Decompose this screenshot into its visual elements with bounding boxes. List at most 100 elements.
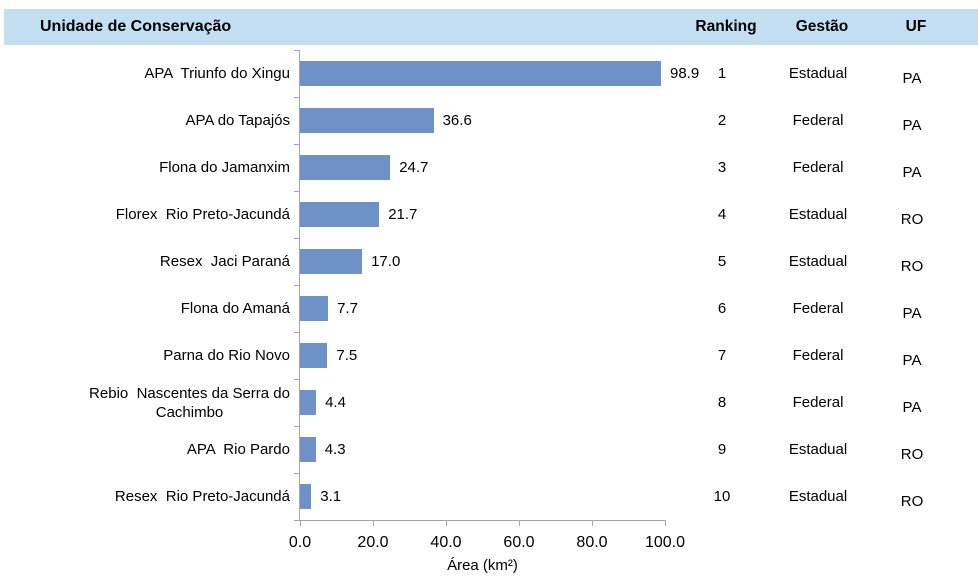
y-axis-tick (294, 426, 300, 427)
category-label: Resex Rio Preto-Jacundá (114, 488, 290, 505)
area-bar (300, 437, 316, 462)
x-axis-tick-label: 0.0 (288, 534, 312, 551)
gestao-value: Estadual (788, 441, 848, 458)
bar-value-label: 4.4 (325, 394, 346, 411)
y-axis-tick (294, 379, 300, 380)
uf-value: RO (900, 445, 924, 463)
bar-value-label: 7.7 (337, 300, 358, 317)
category-label: APA Triunfo do Xingu (144, 65, 290, 82)
area-bar (300, 155, 391, 180)
bar-value-label: 17.0 (371, 253, 401, 270)
column-header-unidade: Unidade de Conservação (40, 18, 232, 35)
y-axis-tick (294, 97, 300, 98)
table-row: Flona do Amaná 7.7 6 Federal PA (0, 285, 978, 332)
gestao-value: Federal (792, 112, 844, 129)
category-label: Flona do Jamanxim (159, 159, 290, 176)
category-label: Parna do Rio Novo (163, 347, 290, 364)
table-row: Florex Rio Preto-Jacundá 21.7 4 Estadual RO (0, 191, 978, 238)
table-row: Rebio Nascentes da Serra do Cachimbo 4.4 8… (0, 379, 978, 426)
table-row: Flona do Jamanxim 24.7 3 Federal PA (0, 144, 978, 191)
category-label: Resex Jaci Paraná (159, 253, 290, 270)
area-bar (300, 61, 661, 86)
ranking-value: 7 (717, 347, 727, 364)
x-axis-tick-label: 60.0 (503, 534, 535, 551)
bar-value-label: 24.7 (399, 159, 429, 176)
uf-value: RO (900, 492, 924, 510)
ranking-value: 10 (713, 488, 731, 505)
x-axis-tick-label: 100.0 (644, 534, 686, 551)
x-axis-tick (300, 520, 301, 526)
ranking-value: 6 (717, 300, 727, 317)
uf-value: PA (902, 163, 922, 181)
bar-value-label: 36.6 (442, 112, 472, 129)
bar-value-label: 21.7 (388, 206, 418, 223)
table-row: APA Triunfo do Xingu 98.9 1 Estadual PA (0, 50, 978, 97)
y-axis-tick (294, 144, 300, 145)
ranking-value: 5 (717, 253, 727, 270)
table-row: Resex Rio Preto-Jacundá 3.1 10 Estadual RO (0, 473, 978, 520)
x-axis-tick-label: 80.0 (576, 534, 608, 551)
y-axis-tick (294, 520, 300, 521)
column-header-gestao: Gestão (795, 18, 849, 35)
uf-value: RO (900, 257, 924, 275)
category-label: Florex Rio Preto-Jacundá (115, 206, 290, 223)
category-label: APA do Tapajós (185, 112, 290, 129)
x-axis-tick (519, 520, 520, 526)
x-axis-tick-label: 40.0 (430, 534, 462, 551)
y-axis-tick (294, 238, 300, 239)
bar-value-label: 98.9 (670, 65, 700, 82)
category-label: Rebio Nascentes da Serra do Cachimbo (89, 384, 290, 421)
area-bar (300, 343, 328, 368)
bar-value-label: 3.1 (320, 488, 342, 505)
x-axis-tick (446, 520, 447, 526)
area-bar (300, 296, 329, 321)
table-row: APA do Tapajós 36.6 2 Federal PA (0, 97, 978, 144)
gestao-value: Federal (792, 159, 844, 176)
y-axis-tick (294, 50, 300, 51)
uf-value: RO (900, 210, 924, 228)
gestao-value: Federal (792, 300, 844, 317)
table-header-band: Unidade de Conservação Ranking Gestão UF (4, 9, 978, 45)
gestao-value: Federal (792, 394, 844, 411)
uf-value: PA (902, 398, 922, 416)
column-header-uf: UF (905, 18, 927, 35)
table-row: Resex Jaci Paraná 17.0 5 Estadual RO (0, 238, 978, 285)
x-axis-tick (373, 520, 374, 526)
y-axis-tick (294, 332, 300, 333)
uf-value: PA (902, 116, 922, 134)
ranking-value: 3 (717, 159, 727, 176)
gestao-value: Estadual (788, 206, 848, 223)
area-bar (300, 249, 362, 274)
bar-value-label: 7.5 (336, 347, 358, 364)
area-bar (300, 202, 380, 227)
table-row: Parna do Rio Novo 7.5 7 Federal PA (0, 332, 978, 379)
x-axis-tick (592, 520, 593, 526)
y-axis-tick (294, 473, 300, 474)
area-bar (300, 484, 312, 509)
x-axis-line (299, 520, 666, 521)
gestao-value: Estadual (788, 488, 848, 505)
x-axis-title: Área (km²) (447, 557, 518, 574)
x-axis-tick (665, 520, 666, 526)
ranking-value: 9 (717, 441, 727, 458)
gestao-value: Estadual (788, 65, 848, 82)
ranking-value: 1 (717, 65, 727, 82)
area-bar (300, 390, 317, 415)
gestao-value: Federal (792, 347, 844, 364)
category-label: APA Rio Pardo (186, 441, 290, 458)
bar-value-label: 4.3 (324, 441, 346, 458)
y-axis-tick (294, 191, 300, 192)
x-axis-tick-label: 20.0 (357, 534, 389, 551)
uf-value: PA (902, 351, 922, 369)
ranking-value: 8 (717, 394, 727, 411)
ranking-value: 2 (717, 112, 727, 129)
category-label: Flona do Amaná (180, 300, 290, 317)
table-row: APA Rio Pardo 4.3 9 Estadual RO (0, 426, 978, 473)
uf-value: PA (902, 304, 922, 322)
gestao-value: Estadual (788, 253, 848, 270)
area-bar (300, 108, 434, 133)
ranking-value: 4 (717, 206, 727, 223)
uf-value: PA (902, 69, 922, 87)
column-header-ranking: Ranking (695, 18, 757, 35)
y-axis-tick (294, 285, 300, 286)
